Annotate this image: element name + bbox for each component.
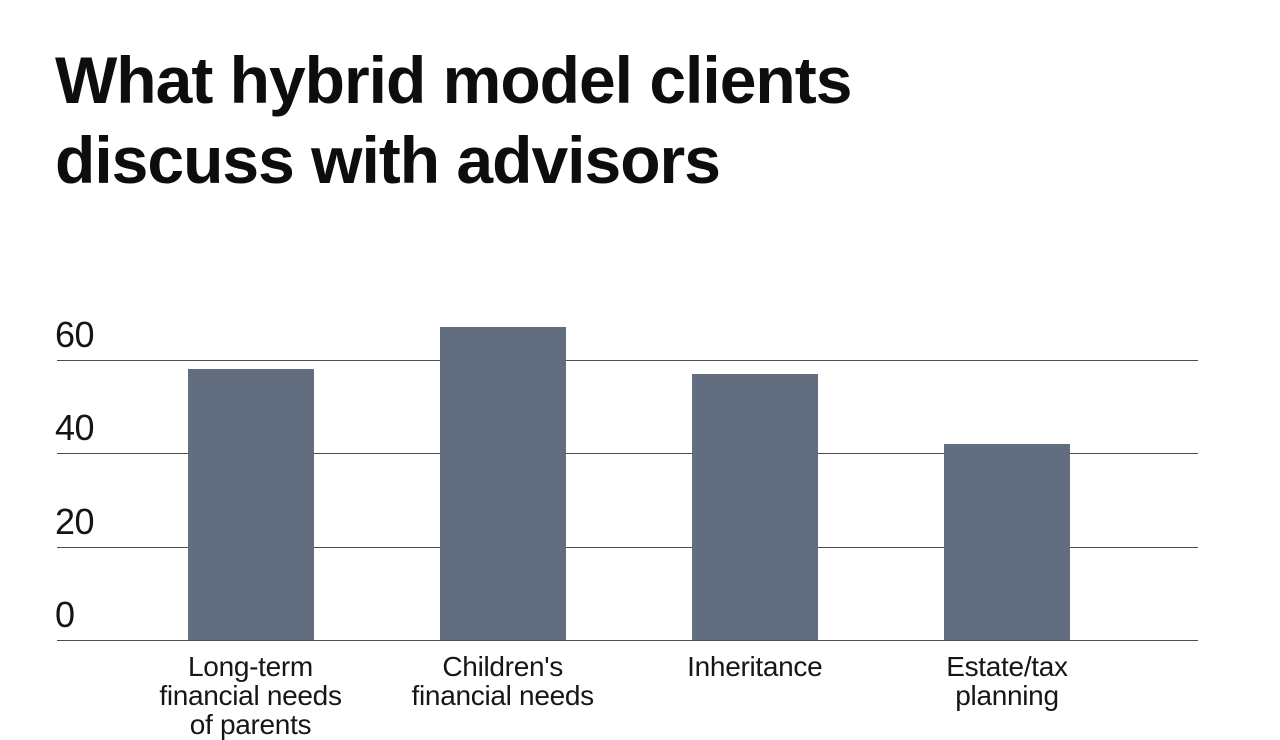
x-axis-category-label-3-line-1: Inheritance — [687, 651, 823, 682]
x-axis-category-label-4-line-2: planning — [955, 680, 1059, 711]
x-axis-category-label-1-line-1: Long-term — [188, 651, 313, 682]
x-axis-category-label-2: Children's financial needs — [353, 652, 653, 710]
chart-title-line-1: What hybrid model clients — [55, 43, 852, 117]
x-axis-category-label-1-line-2: financial needs — [159, 680, 342, 711]
x-axis-category-label-3: Inheritance — [605, 652, 905, 681]
y-axis-tick-label-60: 60 — [55, 314, 95, 356]
y-axis-tick-label-0: 0 — [55, 594, 75, 635]
gridline-y-40 — [57, 453, 1198, 455]
gridline-y-0 — [57, 640, 1198, 641]
bar-1 — [187, 369, 314, 640]
bar-3 — [691, 374, 818, 640]
x-axis-category-label-4: Estate/tax planning — [857, 652, 1157, 710]
bar-2 — [439, 327, 566, 640]
bar-chart-figure: What hybrid model clients discuss with a… — [55, 40, 1198, 739]
x-axis-category-label-4-line-1: Estate/tax — [946, 651, 1068, 682]
gridline-y-20 — [57, 546, 1198, 548]
chart-title: What hybrid model clients discuss with a… — [55, 40, 852, 200]
y-axis-tick-label-20: 20 — [55, 500, 95, 542]
chart-title-line-2: discuss with advisors — [55, 123, 721, 197]
gridline-y-60 — [57, 360, 1198, 362]
x-axis-category-label-1-line-3: of parents — [189, 709, 312, 740]
x-axis-category-label-2-line-2: financial needs — [411, 680, 595, 711]
bar-4 — [944, 444, 1070, 640]
bar-chart-plot-area: 0 20 40 60 Long-term financial needs of parent… — [55, 314, 1198, 739]
x-axis-category-label-2-line-1: Children's — [442, 651, 563, 682]
y-axis-tick-label-40: 40 — [55, 407, 95, 449]
